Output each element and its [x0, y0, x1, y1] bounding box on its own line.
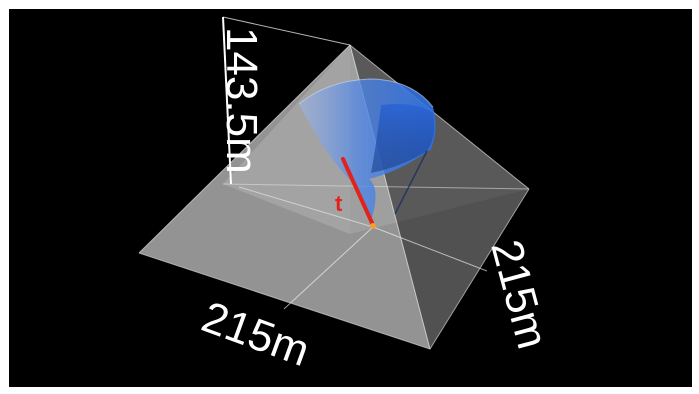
cone-shadow-edge — [394, 150, 428, 215]
apex-point — [370, 223, 376, 229]
base-centerline-right — [372, 226, 488, 272]
base-right-label: 215m — [481, 235, 557, 354]
base-centerline-front — [283, 226, 374, 310]
vector-t-line — [341, 157, 375, 227]
cone-inner-surface — [371, 104, 435, 173]
base-diagonal-line — [222, 183, 530, 190]
height-axis-line — [222, 16, 232, 185]
base-centerline-side — [238, 186, 374, 228]
height-top-guide — [222, 16, 351, 46]
pyramid-base-outline — [138, 188, 530, 350]
pyramid-diagram: t 143.5m 215m 215m — [138, 16, 557, 376]
vector-t-label: t — [335, 191, 343, 216]
diagram-canvas: t 143.5m 215m 215m — [9, 9, 692, 387]
height-label: 143.5m — [217, 27, 266, 174]
cone-rim — [298, 78, 434, 108]
